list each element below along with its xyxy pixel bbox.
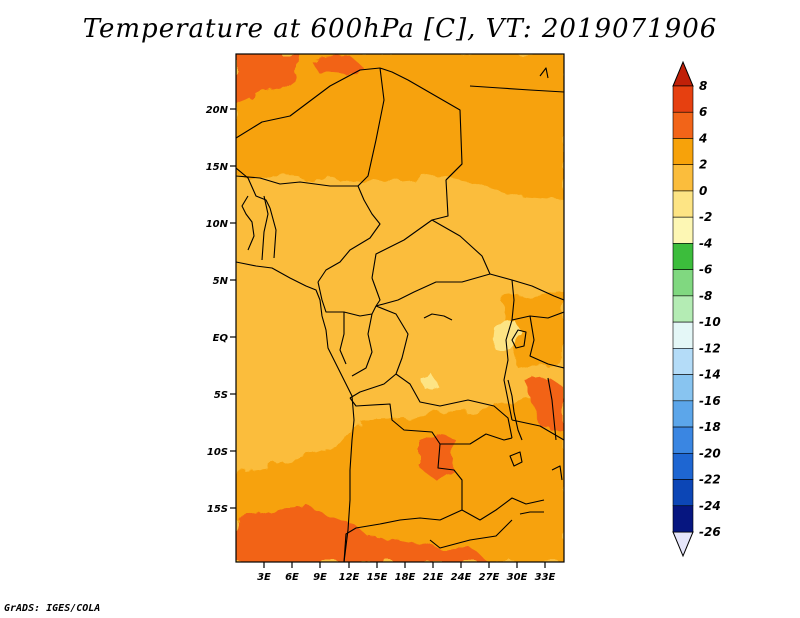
colorbar-label: 6: [699, 105, 707, 119]
colorbar-label: -12: [699, 341, 721, 355]
colorbar-segment: [672, 479, 694, 507]
lat-label-5n: 5N: [213, 276, 229, 287]
colorbar-segment: [672, 348, 694, 375]
lat-label-5s: 5S: [214, 390, 228, 401]
temperature-field: [236, 54, 564, 562]
lon-label-15e: 15E: [367, 572, 388, 583]
colorbar-label: 2: [699, 158, 707, 172]
latitude-axis: 20N 15N 10N 5N EQ 5S 10S 15S: [206, 105, 236, 515]
colorbar-segment: [672, 111, 694, 139]
colorbar-segment: [672, 321, 694, 349]
lon-label-33e: 33E: [535, 572, 556, 583]
lat-label-eq: EQ: [213, 333, 229, 344]
colorbar-top-arrow: [672, 60, 694, 87]
colorbar-segment: [672, 138, 694, 166]
colorbar-segment: [672, 426, 694, 454]
colorbar-label: 8: [699, 79, 707, 93]
colorbar-segment: [672, 243, 694, 270]
lon-label-9e: 9E: [313, 572, 327, 583]
colorbar-label: -20: [699, 446, 721, 460]
colorbar-segment: [672, 269, 694, 297]
colorbar-label: -10: [699, 315, 721, 329]
lon-label-3e: 3E: [257, 572, 271, 583]
colorbar-label: -16: [699, 394, 721, 408]
colorbar: 8 6 4 2 0 -2 -4 -6 -8 -10 -12 -14 -16 -18 -20 -22 -24 -26: [672, 60, 721, 558]
lat-label-15n: 15N: [206, 162, 229, 173]
lon-label-21e: 21E: [423, 572, 444, 583]
colorbar-label: -4: [699, 236, 712, 250]
colorbar-segment: [672, 190, 694, 218]
map-frame: [235, 53, 565, 563]
colorbar-label: -2: [699, 210, 712, 224]
colorbar-label: -26: [699, 525, 721, 539]
lon-label-6e: 6E: [285, 572, 299, 583]
grads-credit: GrADS: IGES/COLA: [4, 603, 101, 614]
colorbar-segment: [672, 216, 694, 244]
map-title: Temperature at 600hPa [C], VT: 201907190…: [82, 14, 718, 44]
colorbar-label: -14: [699, 368, 721, 382]
lon-label-12e: 12E: [339, 572, 360, 583]
colorbar-label: -6: [699, 263, 712, 277]
colorbar-label: -24: [699, 499, 721, 513]
lon-label-27e: 27E: [479, 572, 500, 583]
colorbar-label: 4: [698, 131, 707, 145]
colorbar-segment: [672, 400, 694, 428]
colorbar-segment: [672, 452, 694, 480]
colorbar-segment: [672, 164, 694, 192]
colorbar-segment: [672, 85, 694, 113]
lat-label-15s: 15S: [207, 504, 228, 515]
colorbar-segment: [672, 374, 694, 402]
colorbar-segment: [672, 295, 694, 323]
longitude-axis: 3E 6E 9E 12E 15E 18E 21E 24E 27E 30E 33E: [257, 562, 556, 583]
lon-label-24e: 24E: [451, 572, 472, 583]
lat-label-20n: 20N: [206, 105, 229, 116]
colorbar-segment: [672, 505, 694, 533]
colorbar-label: -22: [699, 473, 721, 487]
colorbar-label: -18: [699, 420, 721, 434]
lon-label-30e: 30E: [507, 572, 528, 583]
lat-label-10s: 10S: [207, 447, 228, 458]
lon-label-18e: 18E: [395, 572, 416, 583]
colorbar-bottom-arrow: [672, 531, 694, 558]
colorbar-label: 0: [699, 184, 707, 198]
lat-label-10n: 10N: [206, 219, 229, 230]
colorbar-label: -8: [699, 289, 712, 303]
